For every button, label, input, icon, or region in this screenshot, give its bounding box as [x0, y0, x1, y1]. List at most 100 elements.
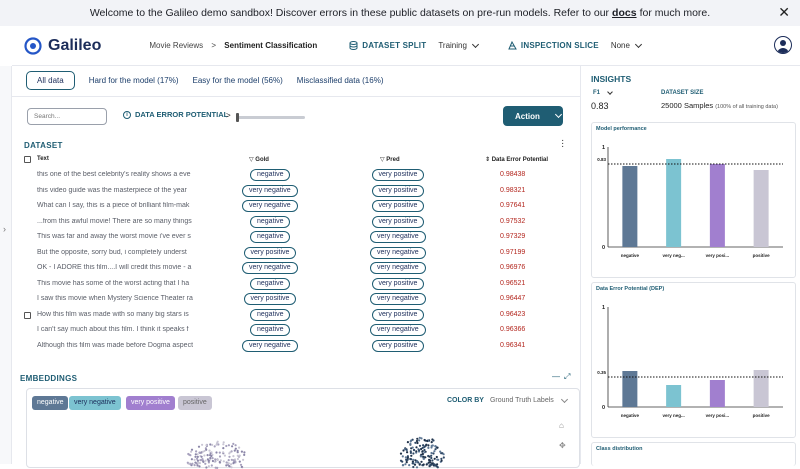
table-row[interactable]: this video guide was the masterpiece of … [12, 184, 572, 200]
table-row[interactable]: This movie has some of the worst acting … [12, 277, 572, 293]
embedding-point [200, 458, 204, 461]
filter-hard[interactable]: Hard for the model (17%) [88, 76, 179, 85]
embedding-point [435, 464, 438, 468]
table-row[interactable]: this one of the best celebrity's reality… [12, 168, 572, 184]
embedding-point [236, 449, 239, 452]
embedding-point [433, 464, 436, 467]
user-avatar-icon[interactable] [774, 36, 792, 54]
dep-slider[interactable] [236, 113, 305, 122]
pan-icon[interactable]: ✥ [559, 441, 566, 450]
embedding-point [420, 453, 423, 456]
size-note: (100% of all training data) [715, 104, 778, 110]
embedding-point [243, 451, 246, 454]
filter-all-data[interactable]: All data [26, 71, 75, 90]
dep-score: 0.98321 [500, 186, 526, 194]
left-rail: › [0, 66, 12, 464]
dataset-size-label: DATASET SIZE [661, 90, 704, 96]
embedding-point [420, 455, 423, 458]
embedding-point [205, 444, 208, 447]
performance-title: Model performance [596, 126, 647, 132]
table-row[interactable]: How this film was made with so many big … [12, 308, 572, 324]
filter-misclassified[interactable]: Misclassified data (16%) [296, 76, 384, 85]
embedding-point [412, 452, 415, 455]
embeddings-title: EMBEDDINGS [20, 374, 78, 383]
embeddings-plot[interactable]: negative very negative very positive pos… [26, 388, 580, 469]
expand-icon[interactable]: ⤢ [564, 372, 571, 381]
column-header-gold[interactable]: ▽ Gold [249, 157, 269, 163]
embedding-point [209, 458, 212, 461]
color-by-select[interactable]: COLOR BY Ground Truth Labels [447, 395, 568, 404]
embedding-point [233, 461, 236, 464]
table-row[interactable]: But the opposite, sorry bud, i completel… [12, 246, 572, 262]
slider-handle[interactable] [236, 113, 239, 122]
embedding-point [428, 465, 431, 468]
table-row[interactable]: I can't say much about this film. I thin… [12, 323, 572, 339]
embedding-point [409, 440, 412, 443]
embedding-point [410, 439, 413, 442]
embedding-point [424, 444, 427, 447]
embedding-point [207, 459, 210, 462]
action-button[interactable]: Action [503, 106, 563, 126]
dep-filter[interactable]: i DATA ERROR POTENTIAL [123, 110, 228, 119]
embedding-point [213, 460, 216, 463]
metric-select[interactable]: F1 [593, 88, 613, 96]
legend-very-negative[interactable]: very negative [69, 396, 121, 410]
embedding-point [197, 445, 201, 448]
embedding-point [435, 455, 438, 459]
embedding-point [436, 465, 439, 468]
embedding-point [230, 466, 233, 469]
embedding-point [402, 449, 405, 452]
color-by-label: COLOR BY [447, 397, 484, 404]
embedding-point [421, 464, 424, 467]
embedding-point [423, 448, 426, 452]
slice-select[interactable]: None [611, 40, 642, 50]
column-header-dep[interactable]: ⇕ Data Error Potential [485, 157, 549, 163]
row-checkbox[interactable] [24, 311, 31, 319]
embedding-point [189, 463, 192, 466]
column-header-text[interactable]: Text [37, 156, 49, 162]
legend-very-positive[interactable]: very positive [126, 396, 175, 410]
dep-score: 0.97329 [500, 233, 526, 240]
select-all-checkbox[interactable] [24, 156, 31, 163]
legend-negative[interactable]: negative [32, 396, 69, 410]
table-row[interactable]: This was far and away the worst movie i'… [12, 230, 572, 246]
logo[interactable]: Galileo [24, 37, 101, 55]
docs-link[interactable]: docs [612, 7, 637, 19]
info-icon: i [123, 110, 131, 119]
search-input[interactable] [27, 108, 107, 125]
legend-positive[interactable]: positive [178, 396, 212, 410]
breadcrumb-project[interactable]: Movie Reviews [149, 41, 204, 50]
pred-label-chip: very negative [370, 246, 426, 259]
table-row[interactable]: I saw this movie when Mystery Science Th… [12, 292, 572, 308]
filter-easy[interactable]: Easy for the model (56%) [192, 76, 283, 85]
table-row[interactable]: Although this film was made before Dogma… [12, 339, 572, 353]
embedding-point [199, 454, 202, 458]
chevron-down-icon [560, 395, 568, 404]
chevron-right-icon[interactable]: > [226, 111, 231, 120]
embedding-point [405, 449, 408, 452]
home-icon[interactable]: ⌂ [559, 421, 564, 430]
embedding-point [190, 450, 193, 453]
column-header-pred[interactable]: ▽ Pred [380, 157, 400, 163]
minimize-icon[interactable]: — [552, 372, 560, 381]
embedding-point [401, 464, 404, 467]
split-select[interactable]: Training [438, 40, 479, 50]
embedding-point [405, 448, 408, 451]
table-row[interactable]: OK - I ADORE this film....I will credit … [12, 261, 572, 277]
embedding-point [427, 439, 430, 442]
embedding-point [229, 451, 232, 454]
expand-rail-icon[interactable]: › [3, 224, 6, 234]
close-icon[interactable]: ✕ [778, 4, 790, 20]
embedding-point [430, 451, 433, 455]
table-row[interactable]: ...from this awful movie! There are so m… [12, 215, 572, 231]
x-tick-label: very neg... [662, 253, 684, 258]
pred-label-chip: very negative [370, 231, 426, 243]
action-label: Action [515, 111, 540, 121]
embedding-point [228, 455, 231, 458]
more-options-icon[interactable]: · · · [561, 135, 565, 152]
embedding-point [222, 452, 225, 455]
embedding-point [201, 450, 204, 453]
table-row[interactable]: What can I say, this is a piece of brill… [12, 199, 572, 215]
embedding-point [200, 451, 203, 454]
breadcrumb-run[interactable]: Sentiment Classification [224, 41, 318, 50]
